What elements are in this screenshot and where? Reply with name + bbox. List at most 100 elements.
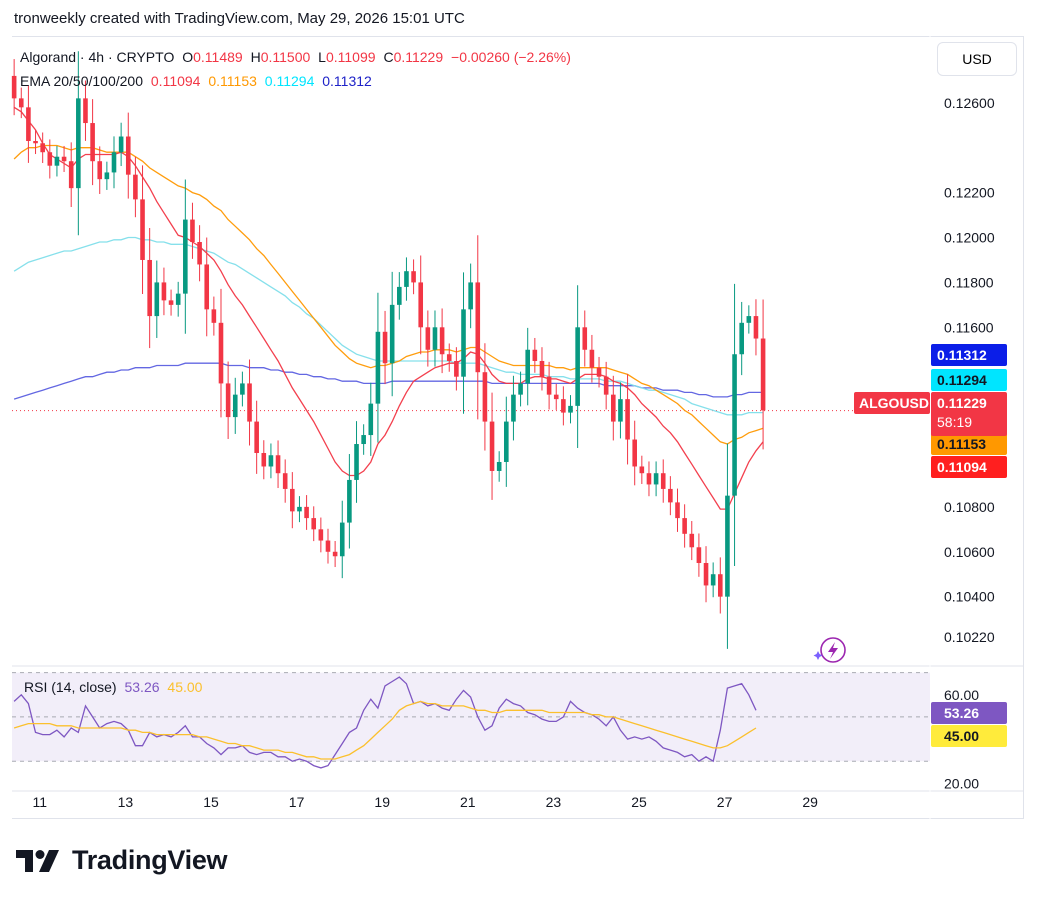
candle bbox=[703, 546, 709, 603]
candle-body bbox=[290, 488, 295, 512]
candle-body bbox=[154, 282, 160, 317]
candle-body bbox=[118, 136, 124, 153]
candle bbox=[553, 383, 559, 410]
tradingview-logo[interactable]: TradingView bbox=[16, 845, 228, 876]
candle-body bbox=[125, 136, 131, 175]
candle-body bbox=[97, 161, 103, 180]
candle-body bbox=[204, 264, 210, 310]
candle bbox=[175, 281, 181, 317]
open-value: 0.11489 bbox=[193, 49, 243, 65]
candle bbox=[97, 146, 103, 194]
candle bbox=[411, 259, 416, 295]
attribution-text: tronweekly created with TradingView.com,… bbox=[14, 10, 465, 27]
candle bbox=[190, 202, 195, 259]
ema-legend[interactable]: EMA 20/50/100/200 0.11094 0.11153 0.1129… bbox=[20, 72, 372, 90]
candle bbox=[618, 382, 623, 439]
candle bbox=[290, 472, 295, 529]
candle bbox=[11, 59, 17, 116]
candle-body bbox=[183, 219, 188, 294]
candle bbox=[254, 400, 259, 474]
candle-body bbox=[596, 367, 602, 377]
candle-body bbox=[482, 372, 488, 422]
candle-body bbox=[389, 304, 395, 364]
candle bbox=[125, 112, 131, 199]
candle bbox=[496, 451, 502, 482]
candle-body bbox=[668, 488, 673, 503]
price-tick-label: 0.10400 bbox=[944, 589, 995, 605]
candle bbox=[639, 455, 645, 484]
price-tick-label: 0.10800 bbox=[944, 499, 995, 515]
candle bbox=[83, 80, 88, 141]
candle-body bbox=[90, 123, 95, 162]
price-tick-label: 0.12600 bbox=[944, 95, 995, 111]
close-label: C bbox=[383, 49, 394, 65]
rsi-ma-line bbox=[13, 700, 757, 760]
symbol-legend: Algorand · 4h · CRYPTO O0.11489 H0.11500… bbox=[20, 48, 571, 66]
rsi-legend[interactable]: RSI (14, close) 53.26 45.00 bbox=[24, 679, 202, 695]
candle bbox=[760, 299, 766, 450]
candle-body bbox=[47, 152, 53, 166]
candle-body bbox=[439, 327, 445, 355]
candle bbox=[54, 145, 60, 177]
ema100-line bbox=[13, 236, 764, 416]
candle bbox=[475, 235, 481, 420]
candle bbox=[532, 337, 538, 373]
candle bbox=[68, 142, 74, 207]
candle bbox=[432, 310, 438, 367]
candle-body bbox=[218, 322, 224, 384]
candle bbox=[461, 272, 466, 414]
candle-body bbox=[111, 152, 117, 173]
candle bbox=[361, 424, 366, 455]
candle bbox=[575, 285, 580, 448]
candle bbox=[397, 272, 402, 320]
candle bbox=[111, 136, 117, 189]
candle-body bbox=[504, 421, 509, 462]
candle bbox=[183, 179, 188, 334]
candle-body bbox=[161, 282, 167, 301]
price-tag-label: 0.11153 bbox=[937, 436, 986, 452]
price-tag-label: 0.11312 bbox=[937, 347, 987, 363]
candle-body bbox=[468, 282, 473, 310]
candle bbox=[261, 440, 267, 480]
tradingview-logo-icon bbox=[16, 849, 59, 872]
price-tick-label: 0.12200 bbox=[944, 185, 995, 201]
candle-body bbox=[175, 293, 181, 305]
candle bbox=[311, 506, 317, 542]
candle bbox=[168, 289, 174, 316]
candle bbox=[304, 495, 309, 530]
price-tag-box bbox=[931, 456, 1007, 478]
candle-body bbox=[133, 174, 138, 200]
candle-body bbox=[525, 349, 531, 384]
rsi-tag-label: 45.00 bbox=[944, 728, 979, 744]
lightning-icon[interactable] bbox=[813, 637, 846, 663]
candle-body bbox=[268, 455, 274, 467]
candle-body bbox=[561, 399, 566, 413]
candle-body bbox=[26, 107, 31, 142]
candle bbox=[710, 562, 716, 598]
candle bbox=[197, 225, 202, 282]
candle-body bbox=[368, 403, 374, 436]
candle-body bbox=[611, 394, 616, 422]
candle bbox=[140, 165, 145, 294]
price-tick-label: 0.12000 bbox=[944, 230, 995, 246]
candle bbox=[732, 283, 737, 567]
ema20-value: 0.11094 bbox=[150, 73, 201, 89]
low-value: 0.11099 bbox=[325, 49, 376, 65]
candle bbox=[539, 347, 545, 391]
candle bbox=[739, 301, 744, 376]
candle-body bbox=[553, 394, 559, 400]
candle bbox=[511, 375, 516, 441]
sparkle-icon bbox=[813, 651, 823, 660]
candle bbox=[689, 521, 695, 561]
price-tag-box bbox=[931, 344, 1007, 366]
candle bbox=[454, 347, 459, 391]
candle-body bbox=[717, 574, 723, 597]
currency-button[interactable]: USD bbox=[937, 42, 1017, 76]
candle bbox=[717, 557, 723, 614]
candle-body bbox=[425, 327, 431, 350]
symbol-line[interactable]: Algorand · 4h · CRYPTO bbox=[20, 49, 175, 65]
candle bbox=[696, 533, 702, 577]
candle-body bbox=[261, 453, 267, 467]
candle bbox=[61, 145, 67, 172]
